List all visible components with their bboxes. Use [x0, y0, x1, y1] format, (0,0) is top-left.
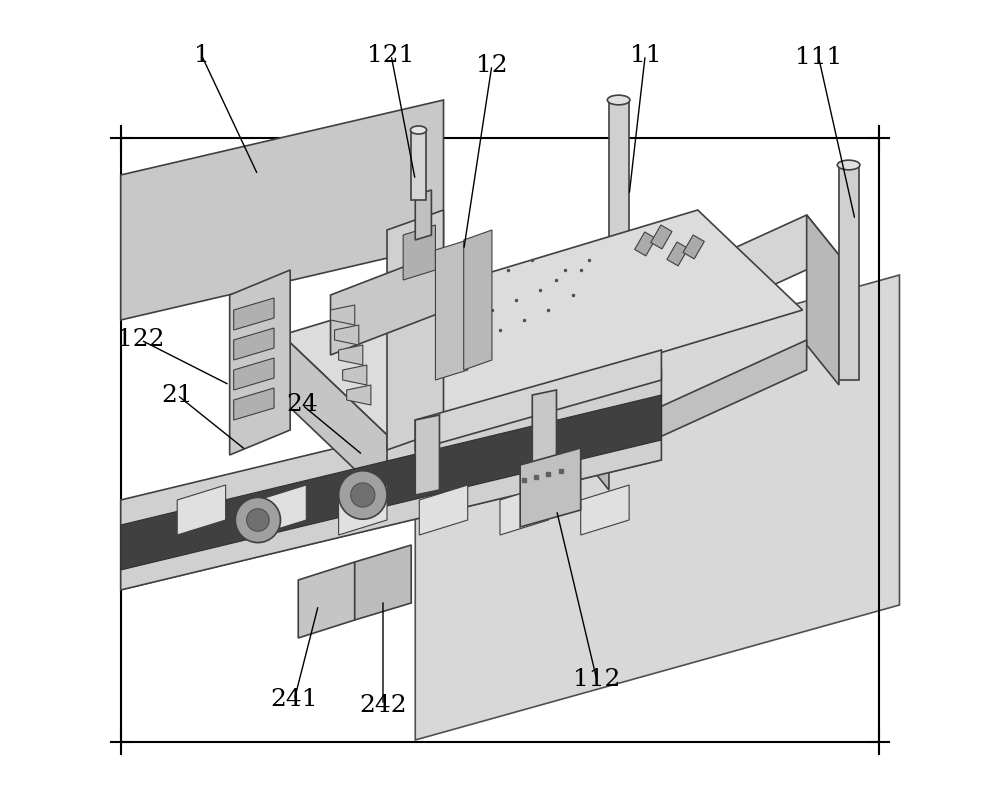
- Ellipse shape: [410, 126, 427, 134]
- Bar: [667, 242, 688, 266]
- Polygon shape: [234, 328, 274, 360]
- Polygon shape: [415, 415, 439, 495]
- Bar: [651, 225, 672, 249]
- Polygon shape: [298, 562, 355, 638]
- Polygon shape: [234, 388, 274, 420]
- Polygon shape: [415, 190, 431, 240]
- Polygon shape: [520, 448, 581, 527]
- Polygon shape: [577, 320, 609, 490]
- Polygon shape: [339, 485, 387, 535]
- Polygon shape: [415, 275, 899, 740]
- Polygon shape: [335, 325, 359, 345]
- Text: 24: 24: [286, 394, 318, 416]
- Polygon shape: [609, 100, 629, 330]
- Polygon shape: [339, 345, 363, 365]
- Polygon shape: [121, 370, 661, 590]
- Polygon shape: [258, 485, 306, 535]
- Polygon shape: [387, 210, 444, 450]
- Polygon shape: [532, 390, 556, 465]
- Polygon shape: [355, 545, 411, 620]
- Text: 111: 111: [795, 47, 842, 69]
- Circle shape: [247, 508, 269, 531]
- Polygon shape: [415, 350, 661, 450]
- Polygon shape: [230, 270, 290, 455]
- Polygon shape: [807, 215, 839, 385]
- Text: 1: 1: [194, 44, 209, 66]
- Polygon shape: [331, 305, 355, 325]
- Text: 242: 242: [359, 693, 407, 717]
- Polygon shape: [343, 365, 367, 385]
- Bar: [683, 235, 704, 259]
- Polygon shape: [577, 215, 839, 360]
- Polygon shape: [419, 485, 468, 535]
- Polygon shape: [500, 485, 548, 535]
- Ellipse shape: [607, 95, 630, 105]
- Polygon shape: [464, 230, 492, 370]
- Text: 241: 241: [270, 688, 318, 712]
- Text: 11: 11: [630, 44, 661, 66]
- Polygon shape: [282, 210, 803, 435]
- Circle shape: [351, 483, 375, 507]
- Text: 112: 112: [573, 668, 621, 692]
- Polygon shape: [234, 298, 274, 330]
- Text: 121: 121: [367, 44, 415, 66]
- Polygon shape: [234, 358, 274, 390]
- Polygon shape: [577, 340, 807, 475]
- Polygon shape: [411, 130, 426, 200]
- Circle shape: [235, 497, 280, 542]
- Polygon shape: [121, 100, 444, 320]
- Polygon shape: [581, 485, 629, 535]
- Text: 21: 21: [161, 383, 193, 407]
- Polygon shape: [347, 385, 371, 405]
- Polygon shape: [282, 335, 387, 500]
- Polygon shape: [121, 395, 661, 570]
- Polygon shape: [403, 225, 435, 280]
- Bar: [635, 232, 656, 256]
- Polygon shape: [331, 250, 448, 355]
- Polygon shape: [177, 485, 226, 535]
- Ellipse shape: [837, 160, 860, 169]
- Circle shape: [339, 470, 387, 519]
- Polygon shape: [435, 240, 468, 380]
- Polygon shape: [839, 165, 859, 380]
- Text: 12: 12: [476, 53, 508, 77]
- Text: 122: 122: [117, 328, 165, 352]
